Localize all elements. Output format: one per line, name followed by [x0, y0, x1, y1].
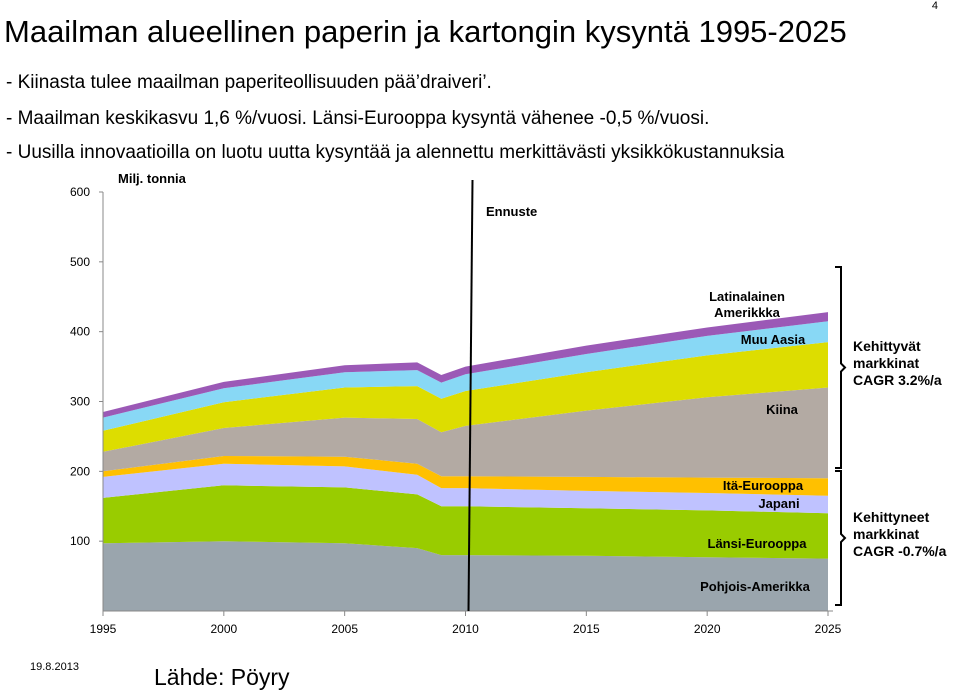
bullet-1: - Kiinasta tulee maailman paperiteollisu… — [6, 72, 492, 93]
x-tick-label: 2005 — [331, 622, 358, 636]
area-ita-eurooppa — [103, 456, 828, 496]
series-label-japani: Japani — [758, 496, 799, 511]
series-label-lansi-eurooppa: Länsi-Eurooppa — [708, 536, 808, 551]
x-tick-label: 2015 — [573, 622, 600, 636]
area-japani — [103, 463, 828, 514]
y-tick-label: 100 — [70, 534, 90, 548]
chart-areas — [103, 312, 828, 611]
bullet-2: - Maailman keskikasvu 1,6 %/vuosi. Länsi… — [6, 108, 710, 129]
slide-number: 4 — [931, 0, 938, 12]
area-latinalainen-amerikkka — [103, 321, 828, 431]
series-label-kiina: Kiina — [766, 402, 799, 417]
y-tick-label: 500 — [70, 255, 90, 269]
series-label-muu-aasia: Muu Aasia — [741, 332, 806, 347]
x-tick-label: 2025 — [815, 622, 842, 636]
y-axis-label: Milj. tonnia — [118, 171, 187, 186]
x-tick-label: 2000 — [210, 622, 237, 636]
area-kiina — [103, 387, 828, 479]
group-bracket — [835, 266, 847, 469]
footer-date: 19.8.2013 — [30, 661, 79, 673]
source-note: Lähde: Pöyry — [154, 664, 290, 690]
x-tick-label: 2020 — [694, 622, 721, 636]
area-lansi-eurooppa — [103, 485, 828, 559]
area-pohjois-amerikka — [103, 541, 828, 611]
y-tick-label: 600 — [70, 185, 90, 199]
series-label-ita-eurooppa: Itä-Eurooppa — [723, 478, 804, 493]
area-muu — [103, 312, 828, 418]
y-tick-label: 400 — [70, 325, 90, 339]
y-tick-label: 200 — [70, 464, 90, 478]
chart-axes: 100 200 300 400 500 600 1995 2000 2005 2010 2015 20… — [70, 185, 842, 636]
group-label-2: Kehittyneet markkinat CAGR -0.7%/a — [853, 509, 947, 559]
chart-labels: Milj. tonnia Ennuste Pohjois-Amerikka Länsi… — [118, 171, 947, 612]
x-tick-label: 1995 — [90, 622, 117, 636]
area-muu-aasia — [103, 342, 828, 452]
y-tick-label: 300 — [70, 395, 90, 409]
series-label-pohjois-amerikka: Pohjois-Amerikka — [700, 579, 811, 594]
slide-title: Maailman alueellinen paperin ja kartongi… — [4, 14, 847, 49]
series-label-latinalainen-amerikkka: Latinalainen Amerikkka — [709, 289, 785, 320]
bullet-3: - Uusilla innovaatioilla on luotu uutta … — [6, 142, 785, 163]
group-label-1: Kehittyvät markkinat CAGR 3.2%/a — [853, 338, 942, 388]
forecast-label: Ennuste — [486, 204, 537, 219]
forecast-divider-line — [467, 179, 474, 612]
group-bracket — [835, 470, 847, 606]
series-label-muu: Muu — [799, 268, 826, 283]
x-tick-label: 2010 — [452, 622, 479, 636]
